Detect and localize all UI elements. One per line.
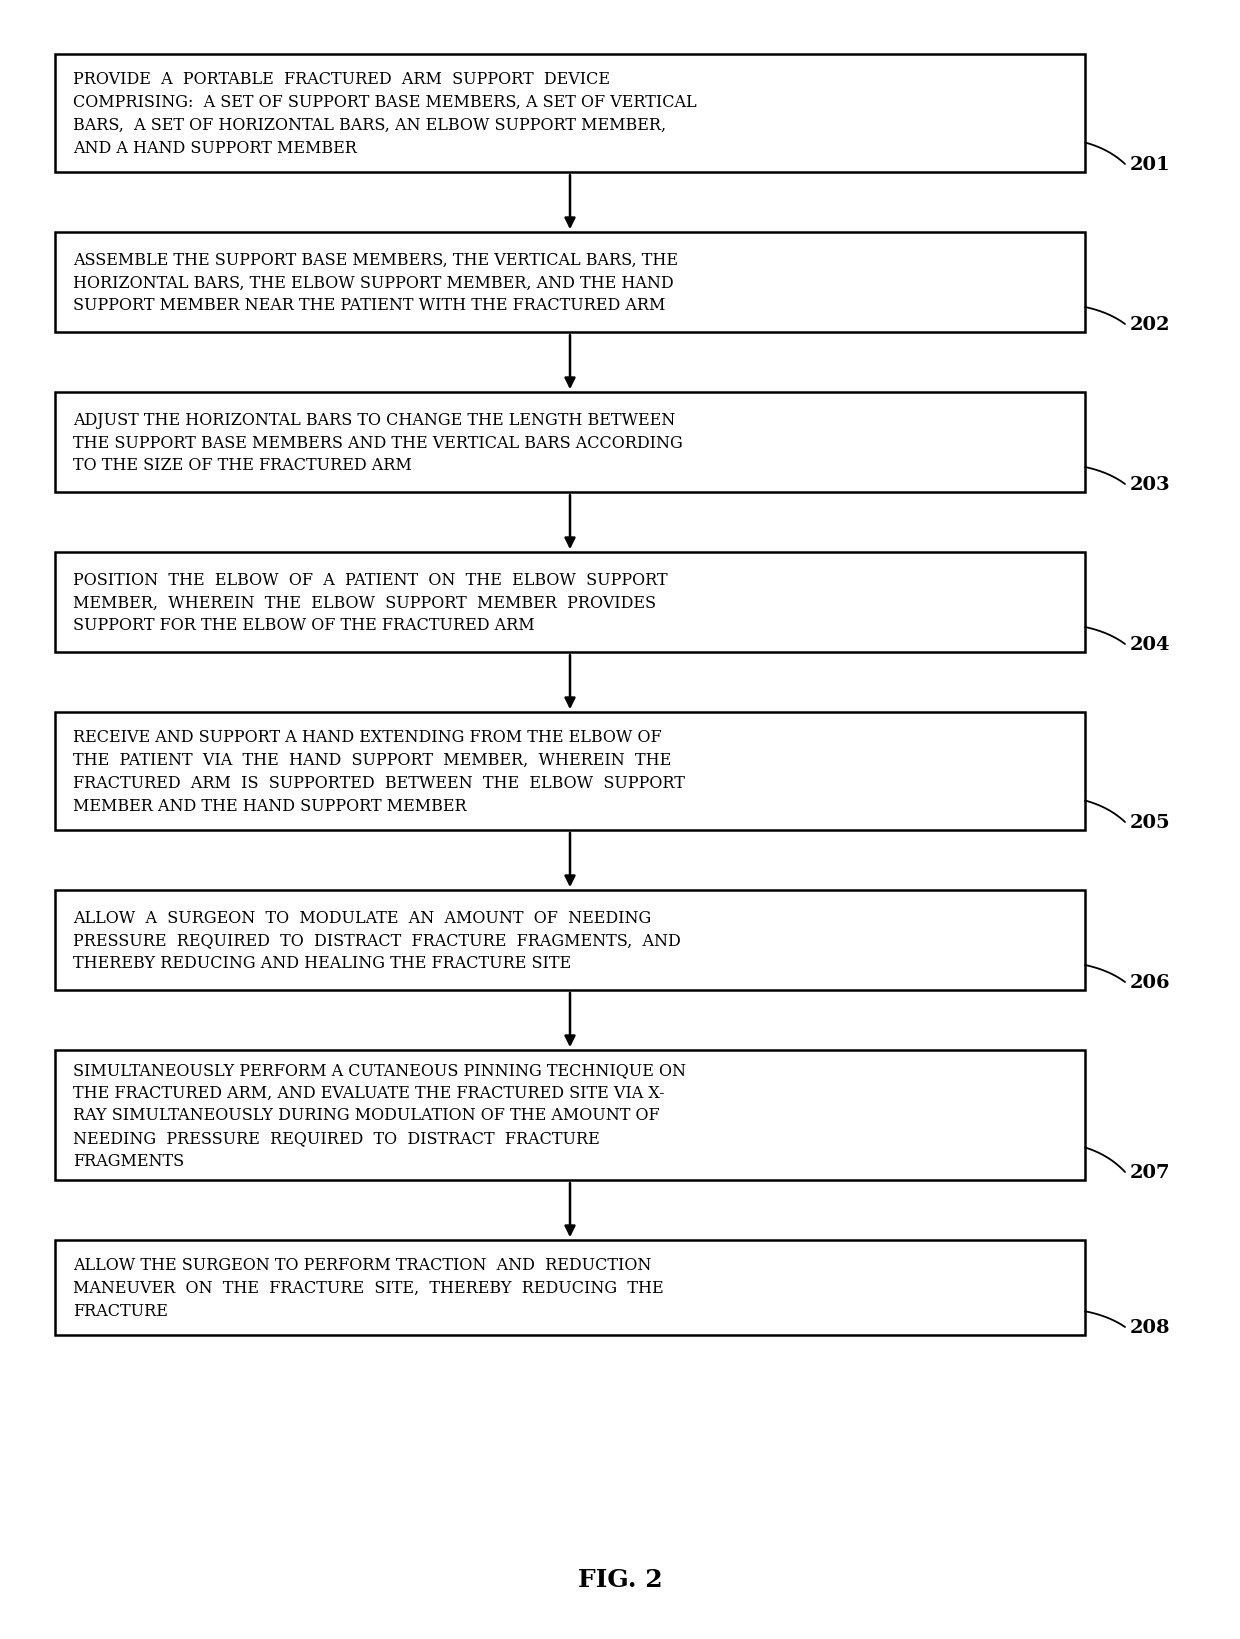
Text: 204: 204 — [1130, 636, 1171, 654]
Text: ASSEMBLE THE SUPPORT BASE MEMBERS, THE VERTICAL BARS, THE
HORIZONTAL BARS, THE E: ASSEMBLE THE SUPPORT BASE MEMBERS, THE V… — [73, 251, 678, 315]
Bar — [55, 552, 1085, 652]
Text: PROVIDE  A  PORTABLE  FRACTURED  ARM  SUPPORT  DEVICE
COMPRISING:  A SET OF SUPP: PROVIDE A PORTABLE FRACTURED ARM SUPPORT… — [73, 70, 697, 157]
Bar — [55, 713, 1085, 831]
Text: 208: 208 — [1130, 1318, 1171, 1336]
Text: 206: 206 — [1130, 974, 1171, 992]
Text: FIG. 2: FIG. 2 — [578, 1567, 662, 1591]
Text: 201: 201 — [1130, 156, 1171, 174]
Bar — [55, 393, 1085, 493]
Text: 205: 205 — [1130, 813, 1171, 831]
Text: ALLOW  A  SURGEON  TO  MODULATE  AN  AMOUNT  OF  NEEDING
PRESSURE  REQUIRED  TO : ALLOW A SURGEON TO MODULATE AN AMOUNT OF… — [73, 910, 681, 972]
Text: SIMULTANEOUSLY PERFORM A CUTANEOUS PINNING TECHNIQUE ON
THE FRACTURED ARM, AND E: SIMULTANEOUSLY PERFORM A CUTANEOUS PINNI… — [73, 1060, 686, 1170]
Text: RECEIVE AND SUPPORT A HAND EXTENDING FROM THE ELBOW OF
THE  PATIENT  VIA  THE  H: RECEIVE AND SUPPORT A HAND EXTENDING FRO… — [73, 729, 684, 815]
Text: ADJUST THE HORIZONTAL BARS TO CHANGE THE LENGTH BETWEEN
THE SUPPORT BASE MEMBERS: ADJUST THE HORIZONTAL BARS TO CHANGE THE… — [73, 411, 683, 474]
Text: 202: 202 — [1130, 316, 1171, 334]
Text: ALLOW THE SURGEON TO PERFORM TRACTION  AND  REDUCTION
MANEUVER  ON  THE  FRACTUR: ALLOW THE SURGEON TO PERFORM TRACTION AN… — [73, 1257, 663, 1319]
Text: 207: 207 — [1130, 1164, 1171, 1182]
Bar — [55, 1051, 1085, 1180]
Bar — [55, 233, 1085, 333]
Text: 203: 203 — [1130, 475, 1171, 493]
Bar — [55, 1241, 1085, 1336]
Text: POSITION  THE  ELBOW  OF  A  PATIENT  ON  THE  ELBOW  SUPPORT
MEMBER,  WHEREIN  : POSITION THE ELBOW OF A PATIENT ON THE E… — [73, 572, 667, 634]
Bar — [55, 56, 1085, 172]
Bar — [55, 890, 1085, 990]
